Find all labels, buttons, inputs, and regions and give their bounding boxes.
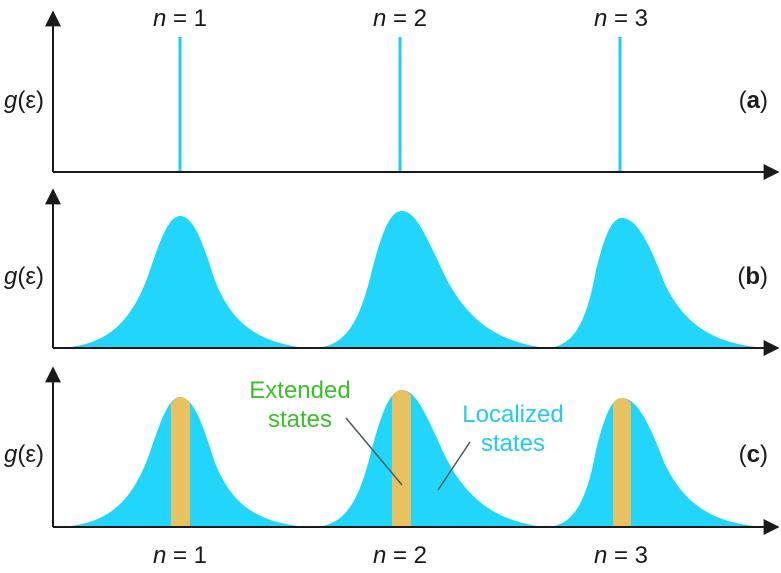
panel-b-ylabel: g(ε) [4,263,44,290]
top-label-n3: n = 3 [594,5,648,32]
extended-pointer-line [345,417,403,486]
bottom-label-n1: n = 1 [153,542,207,569]
panel-a-tag: (a) [739,87,768,114]
panel-b-tag: (b) [737,263,768,290]
top-label-n1: n = 1 [153,5,207,32]
panel-c-tag: (c) [739,441,768,468]
top-label-n2: n = 2 [373,5,427,32]
panel-a: g(ε) (a) [4,10,780,180]
panel-b: g(ε) (b) [4,188,780,356]
peak-c-n3 [548,398,765,527]
bottom-label-n3: n = 3 [594,542,648,569]
localized-pointer-line [437,441,471,491]
extended-band-n2 [392,390,411,527]
localized-states-label-line1: Localized [462,401,563,428]
peak-c-n2 [315,390,545,527]
localized-states-label-line2: states [481,430,545,457]
panel-a-ylabel: g(ε) [4,87,44,114]
panel-c-ylabel: g(ε) [4,441,44,468]
peak-b-n2 [315,211,545,348]
extended-band-n1 [171,397,190,527]
extended-states-label-line2: states [268,406,332,433]
peak-b-n1 [55,216,305,348]
bottom-label-n2: n = 2 [373,542,427,569]
extended-band-n3 [613,398,631,527]
extended-states-label-line1: Extended [249,377,350,404]
panel-c: g(ε) (c) Extended states Localized state… [4,366,780,535]
peak-b-n3 [548,218,765,348]
